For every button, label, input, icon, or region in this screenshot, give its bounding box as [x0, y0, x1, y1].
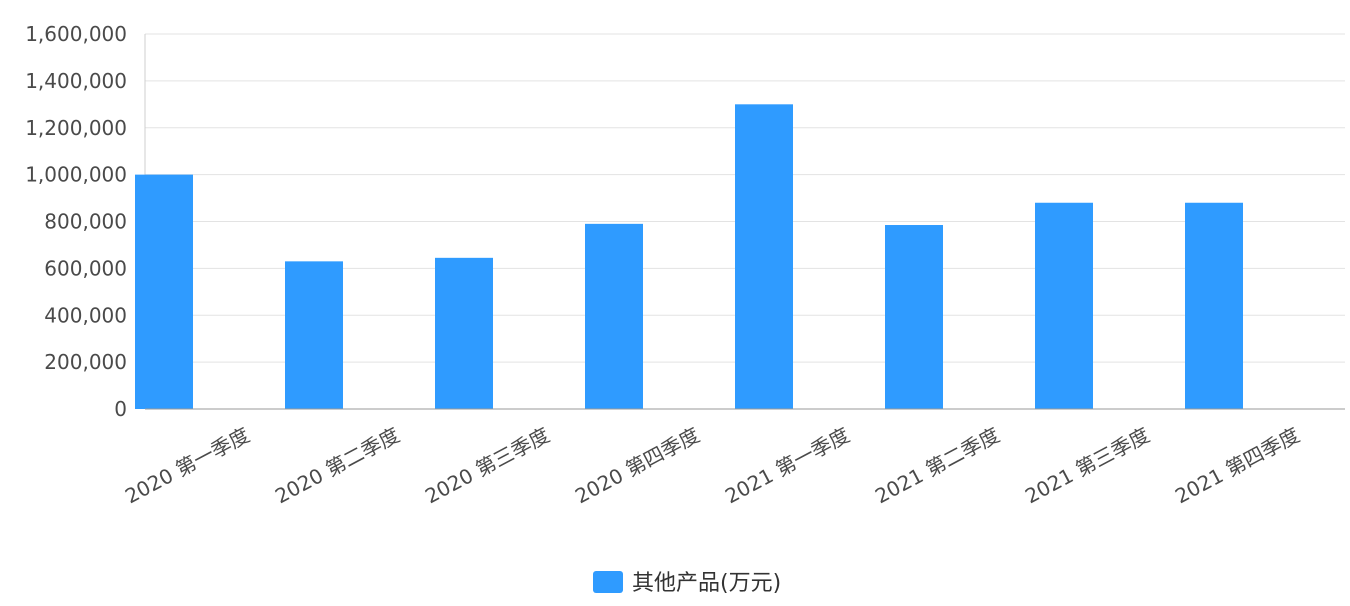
- x-tick-label: 2021 第四季度: [1171, 423, 1303, 509]
- x-tick-label: 2020 第三季度: [421, 423, 553, 509]
- legend-swatch[interactable]: [593, 571, 623, 593]
- x-tick-label: 2021 第三季度: [1021, 423, 1153, 509]
- bar[interactable]: [735, 104, 793, 409]
- y-tick-label: 0: [114, 397, 127, 421]
- bar[interactable]: [1185, 202, 1243, 409]
- y-tick-label: 1,600,000: [25, 22, 127, 46]
- y-axis: 0 200,000 400,000 600,000 800,000 1,000,000 1,…: [25, 22, 146, 421]
- y-tick-label: 1,400,000: [25, 69, 127, 93]
- x-tick-label: 2021 第一季度: [721, 423, 853, 509]
- y-tick-label: 600,000: [44, 256, 127, 280]
- x-tick-label: 2020 第一季度: [121, 423, 253, 509]
- x-tick-label: 2021 第二季度: [871, 423, 1003, 509]
- bar[interactable]: [885, 225, 943, 409]
- x-axis: 2020 第一季度 2020 第二季度 2020 第三季度 2020 第四季度 2021…: [121, 408, 1345, 509]
- bar[interactable]: [135, 174, 193, 409]
- x-tick-label: 2020 第四季度: [571, 423, 703, 509]
- y-tick-label: 1,000,000: [25, 163, 127, 187]
- bar[interactable]: [585, 223, 643, 409]
- bars: [135, 104, 1243, 409]
- bar[interactable]: [435, 257, 493, 409]
- y-tick-label: 400,000: [44, 303, 127, 327]
- bar[interactable]: [285, 261, 343, 409]
- y-tick-label: 200,000: [44, 350, 127, 374]
- y-tick-label: 1,200,000: [25, 116, 127, 140]
- bar[interactable]: [1035, 202, 1093, 409]
- legend-label[interactable]: 其他产品(万元): [632, 571, 781, 596]
- y-tick-label: 800,000: [44, 210, 127, 234]
- legend[interactable]: 其他产品(万元): [593, 571, 781, 596]
- x-tick-label: 2020 第二季度: [271, 423, 403, 509]
